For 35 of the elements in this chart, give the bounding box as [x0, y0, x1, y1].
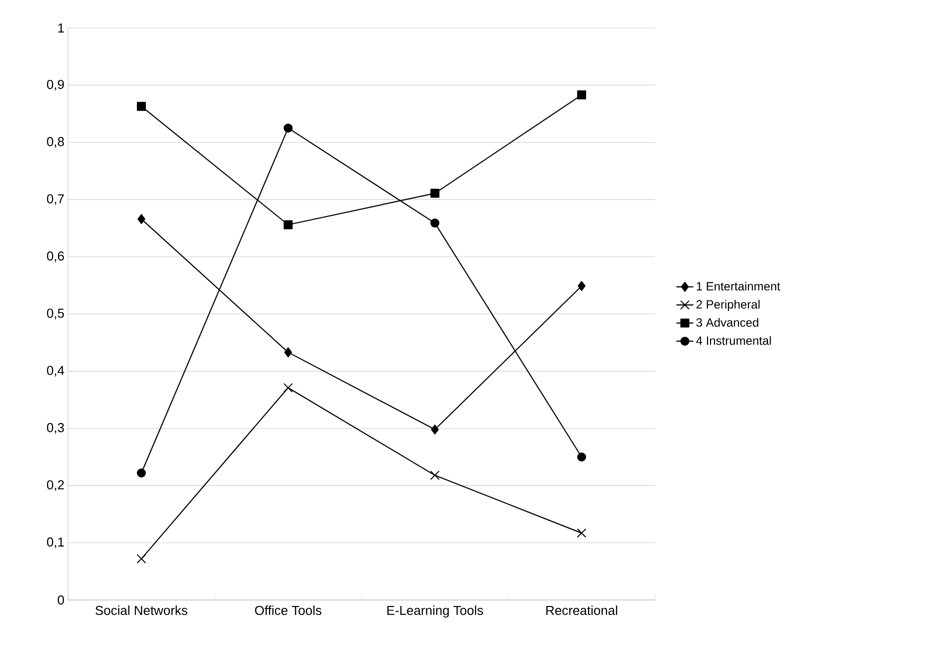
point [136, 468, 146, 478]
legend-label: 4 Instrumental [696, 336, 771, 345]
x-tick-label: Social Networks [96, 605, 188, 616]
y-tick-label: 0,4 [46, 366, 64, 377]
point [284, 347, 292, 358]
point [284, 124, 293, 133]
y-tick-label: 0,1 [46, 537, 64, 548]
y-tick-label: 0,8 [46, 137, 64, 148]
point [136, 554, 146, 564]
y-tick-label: 0,9 [46, 80, 64, 91]
y-tick-label: 0 [58, 595, 64, 605]
x-tick-label: Recreational [546, 605, 618, 616]
point [138, 214, 146, 224]
point [284, 220, 293, 230]
x-tick-label: E-Learning Tools [387, 605, 483, 618]
point [283, 383, 293, 392]
y-tick-label: 0,6 [46, 251, 64, 262]
point [576, 528, 586, 538]
legend-label: 1 Entertainment [696, 282, 780, 290]
legend-label: 3 Advanced [696, 318, 758, 327]
point [430, 188, 440, 198]
y-tick-label: 0,3 [46, 423, 64, 434]
point [577, 90, 586, 100]
point [430, 218, 440, 228]
point [577, 452, 586, 462]
point [136, 102, 146, 111]
y-tick-label: 0,5 [46, 308, 64, 320]
point [431, 424, 439, 435]
x-tick-label: Office Tools [255, 605, 322, 616]
point [430, 470, 440, 480]
y-tick-label: 0,2 [46, 480, 64, 491]
point [578, 280, 586, 291]
y-tick-label: 0,7 [46, 194, 64, 205]
y-tick-label: 1 [58, 24, 64, 32]
legend-label: 2 Peripheral [696, 300, 760, 311]
